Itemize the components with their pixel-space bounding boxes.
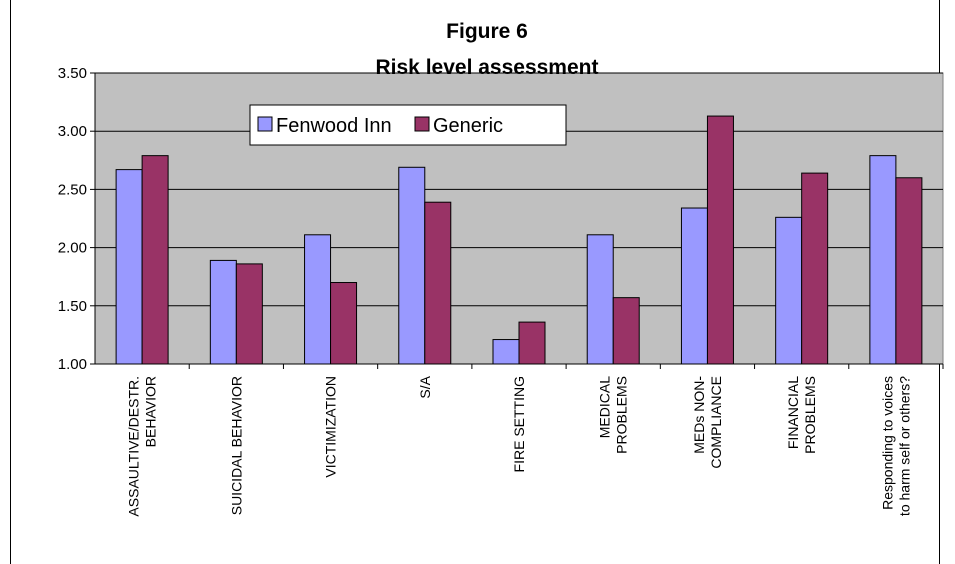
- y-axis: 1.00 1.50 2.00 2.50 3.00 3.50: [58, 65, 943, 373]
- bar-generic: [518, 321, 546, 365]
- bar-generic: [706, 115, 734, 365]
- bar-fenwood-inn: [869, 155, 897, 365]
- chart-title: Figure 6: [446, 20, 528, 43]
- y-tick-label: 3.50: [58, 65, 87, 82]
- x-tick-label: SUICIDAL BEHAVIOR: [228, 376, 244, 515]
- x-tick-label: S/A: [417, 375, 433, 398]
- y-tick-label: 2.50: [58, 181, 87, 198]
- legend-label: Fenwood Inn: [276, 115, 392, 137]
- bar-generic: [801, 172, 829, 365]
- y-tick-label: 1.50: [58, 298, 87, 315]
- x-tick-label: FINANCIALPROBLEMS: [785, 376, 818, 454]
- y-tick-label: 3.00: [58, 123, 87, 140]
- bar-fenwood-inn: [304, 234, 332, 365]
- x-tick-label: ASSAULTIVE/DESTR.BEHAVIOR: [126, 376, 159, 517]
- bar-generic: [424, 201, 452, 365]
- legend-swatch: [414, 116, 430, 132]
- bar-fenwood-inn: [209, 259, 237, 365]
- bar-generic: [612, 297, 640, 365]
- bar-fenwood-inn: [586, 234, 614, 365]
- bar-fenwood-inn: [398, 166, 426, 365]
- x-tick-label: Responding to voicesto harm self or othe…: [879, 376, 912, 516]
- x-tick-label: MEDICALPROBLEMS: [597, 376, 630, 454]
- bar-generic: [895, 177, 923, 365]
- bar-generic: [330, 282, 358, 365]
- bar-fenwood-inn: [115, 169, 143, 365]
- bar-generic: [141, 155, 169, 365]
- chart-subtitle: Risk level assessment: [376, 56, 599, 79]
- y-tick-label: 2.00: [58, 240, 87, 257]
- bar-fenwood-inn: [775, 216, 803, 365]
- x-axis: ASSAULTIVE/DESTR.BEHAVIOR SUICIDAL BEHAVI…: [126, 364, 944, 517]
- legend-box: [249, 104, 567, 146]
- x-tick-label: VICTIMIZATION: [323, 376, 339, 478]
- legend-swatch: [257, 116, 273, 132]
- legend: Fenwood Inn Generic: [249, 104, 567, 146]
- legend-label: Generic: [433, 115, 503, 137]
- y-tick-label: 1.00: [58, 356, 87, 373]
- bar-fenwood-inn: [680, 207, 708, 365]
- bar-generic: [235, 263, 263, 365]
- bar-fenwood-inn: [492, 339, 520, 365]
- x-tick-label: FIRE SETTING: [511, 376, 527, 472]
- x-tick-label: MEDs NON-COMPLIANCE: [691, 376, 724, 469]
